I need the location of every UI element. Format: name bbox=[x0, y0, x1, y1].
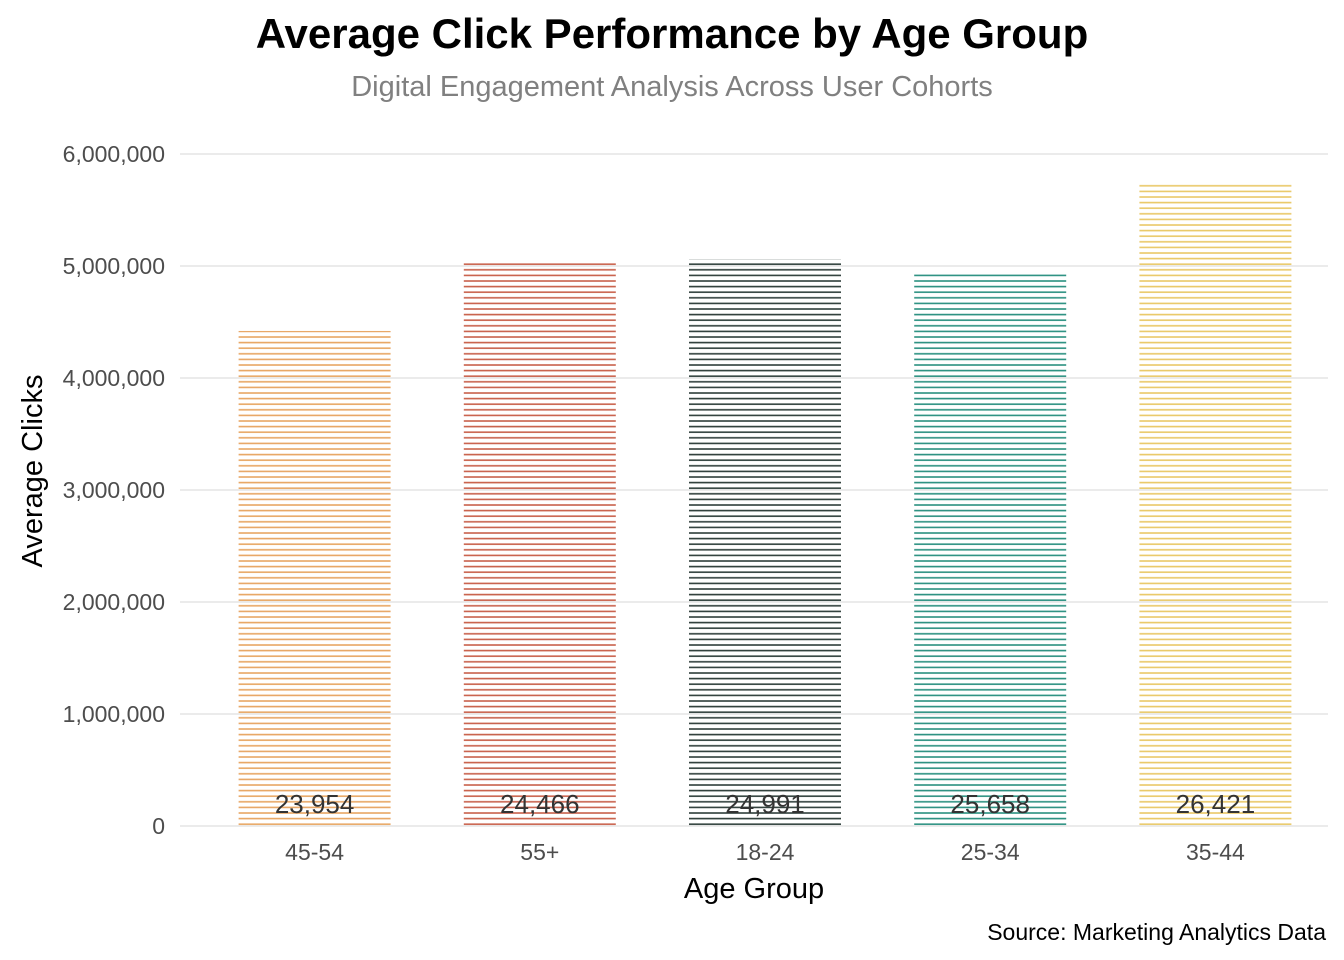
y-tick-label: 3,000,000 bbox=[63, 477, 165, 503]
bar-value-label: 24,466 bbox=[500, 789, 580, 819]
bar-18-24 bbox=[689, 259, 841, 826]
x-axis-title: Age Group bbox=[684, 873, 824, 905]
bar-55+ bbox=[463, 262, 616, 826]
y-tick-label: 4,000,000 bbox=[63, 365, 165, 391]
bar-25-34 bbox=[914, 272, 1067, 827]
x-tick-label: 45-54 bbox=[285, 839, 344, 865]
x-tick-label: 55+ bbox=[520, 839, 559, 865]
x-axis-ticks: 45-54 55+ 18-24 25-34 35-44 bbox=[285, 839, 1245, 865]
bar-value-label: 24,991 bbox=[725, 789, 805, 819]
y-axis-title: Average Clicks bbox=[17, 375, 49, 568]
bar-labels: 23,954 24,466 24,991 25,658 26,421 bbox=[275, 789, 1255, 819]
y-tick-label: 6,000,000 bbox=[63, 141, 165, 167]
chart-subtitle: Digital Engagement Analysis Across User … bbox=[351, 71, 993, 103]
y-tick-label: 2,000,000 bbox=[63, 589, 165, 615]
y-tick-label: 1,000,000 bbox=[63, 701, 165, 727]
y-tick-label: 5,000,000 bbox=[63, 253, 165, 279]
x-tick-label: 25-34 bbox=[961, 839, 1020, 865]
bar-value-label: 23,954 bbox=[275, 789, 355, 819]
x-tick-label: 18-24 bbox=[736, 839, 795, 865]
y-tick-label: 0 bbox=[152, 813, 165, 839]
bar-45-54 bbox=[238, 330, 391, 826]
chart-caption: Source: Marketing Analytics Data bbox=[987, 919, 1326, 945]
bar-35-44 bbox=[1139, 183, 1292, 826]
y-axis-ticks: 0 1,000,000 2,000,000 3,000,000 4,000,000 5,0… bbox=[63, 141, 165, 839]
bar-value-label: 25,658 bbox=[950, 789, 1030, 819]
chart-title: Average Click Performance by Age Group bbox=[256, 10, 1089, 57]
bar-value-label: 26,421 bbox=[1176, 789, 1256, 819]
bars bbox=[238, 183, 1292, 827]
x-tick-label: 35-44 bbox=[1186, 839, 1245, 865]
